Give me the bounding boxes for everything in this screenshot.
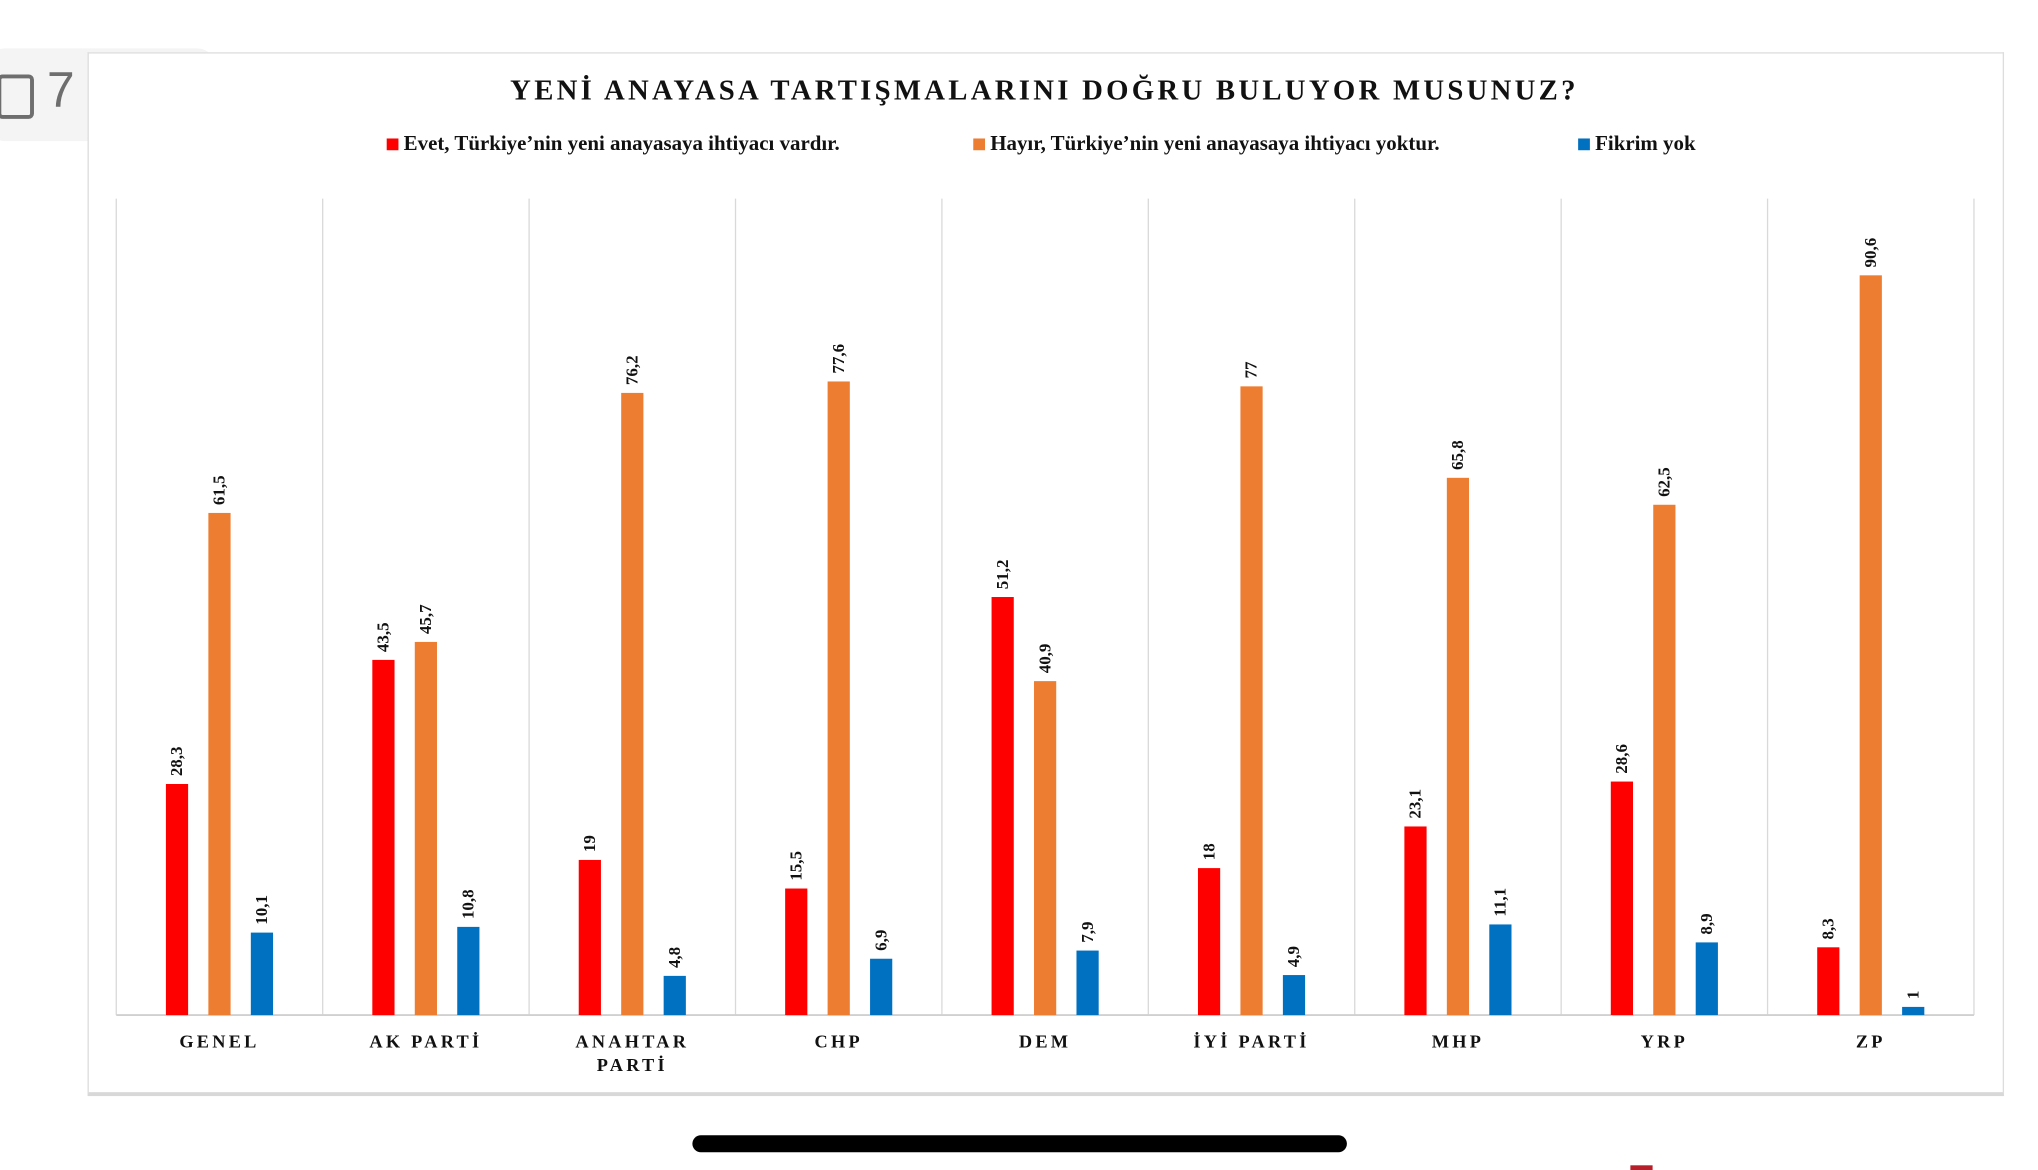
- bar: [457, 926, 480, 1016]
- data-label: 61,5: [210, 475, 229, 505]
- data-label: 10,8: [459, 889, 478, 919]
- data-label: 23,1: [1406, 789, 1425, 819]
- category-label: İYİ PARTİ: [1193, 1032, 1309, 1052]
- data-label: 4,8: [665, 947, 684, 968]
- home-indicator[interactable]: [692, 1135, 1347, 1153]
- legend-label: Evet, Türkiye’nin yeni anayasaya ihtiyac…: [403, 133, 840, 156]
- data-label: 28,3: [167, 746, 186, 776]
- bar: [1610, 781, 1633, 1016]
- legend-swatch: [386, 138, 399, 151]
- data-label: 4,9: [1284, 946, 1303, 967]
- bar: [1076, 950, 1099, 1016]
- bar: [1695, 942, 1718, 1016]
- category-label: ZP: [1856, 1032, 1886, 1052]
- data-label: 77: [1242, 361, 1261, 378]
- bar: [1489, 924, 1512, 1016]
- category-label: YRP: [1641, 1032, 1688, 1052]
- data-label: 62,5: [1655, 467, 1674, 497]
- bar: [1446, 477, 1470, 1016]
- category-label: PARTİ: [597, 1055, 668, 1075]
- bar: [1240, 386, 1263, 1016]
- legend-item-fikrim-yok: Fikrim yok: [1578, 133, 1696, 157]
- bar: [578, 859, 601, 1016]
- category-label: DEM: [1019, 1032, 1071, 1052]
- bar: [870, 958, 893, 1016]
- legend-swatch: [1578, 138, 1590, 151]
- bar: [1817, 947, 1840, 1016]
- data-label: 45,7: [416, 604, 435, 634]
- bar: [1034, 681, 1057, 1016]
- bar: [165, 784, 189, 1016]
- legend-label: Fikrim yok: [1595, 133, 1696, 156]
- data-label: 11,1: [1491, 888, 1510, 917]
- data-label: 28,6: [1612, 744, 1631, 774]
- bar: [1653, 504, 1676, 1016]
- data-label: 19: [580, 835, 599, 852]
- legend-swatch: [973, 138, 986, 151]
- bar: [250, 932, 274, 1016]
- data-label: 10,1: [252, 895, 271, 925]
- bar: [1902, 1006, 1925, 1016]
- data-label: 43,5: [374, 622, 393, 652]
- bar: [1282, 975, 1306, 1016]
- data-label: 15,5: [786, 851, 805, 881]
- bar: [1404, 826, 1427, 1016]
- category-label: GENEL: [179, 1032, 259, 1052]
- bar: [785, 888, 808, 1016]
- data-label: 8,9: [1697, 913, 1716, 934]
- bar: [414, 641, 437, 1016]
- category-label: ANAHTAR: [575, 1032, 689, 1052]
- category-label: CHP: [815, 1032, 863, 1052]
- data-label: 90,6: [1861, 238, 1880, 268]
- data-label: 76,2: [623, 355, 642, 385]
- data-label: 51,2: [993, 559, 1012, 589]
- data-label: 18: [1199, 843, 1218, 860]
- bar: [991, 597, 1014, 1016]
- data-label: 7,9: [1078, 922, 1097, 943]
- data-label: 1: [1903, 991, 1922, 999]
- legend-label: Hayır, Türkiye’nin yeni anayasaya ihtiya…: [990, 133, 1440, 156]
- bar: [1197, 868, 1221, 1016]
- data-label: 77,6: [829, 344, 848, 374]
- data-label: 8,3: [1819, 918, 1838, 939]
- bar: [621, 392, 644, 1016]
- chart-title: YENİ ANAYASA TARTIŞMALARINI DOĞRU BULUYO…: [510, 73, 1579, 106]
- category-label: MHP: [1432, 1032, 1484, 1052]
- next-page-peek: [1630, 1165, 1653, 1170]
- bar: [208, 512, 231, 1016]
- data-label: 65,8: [1448, 440, 1467, 470]
- pages-icon: [0, 74, 34, 119]
- bar: [1859, 275, 1882, 1016]
- data-label: 40,9: [1035, 644, 1054, 674]
- category-label: AK PARTİ: [369, 1032, 482, 1052]
- bar: [372, 659, 395, 1016]
- legend-item-hayir: Hayır, Türkiye’nin yeni anayasaya ihtiya…: [973, 133, 1440, 157]
- bar: [663, 975, 686, 1016]
- data-label: 6,9: [871, 930, 890, 951]
- legend-item-evet: Evet, Türkiye’nin yeni anayasaya ihtiyac…: [386, 133, 840, 157]
- bar: [827, 381, 850, 1016]
